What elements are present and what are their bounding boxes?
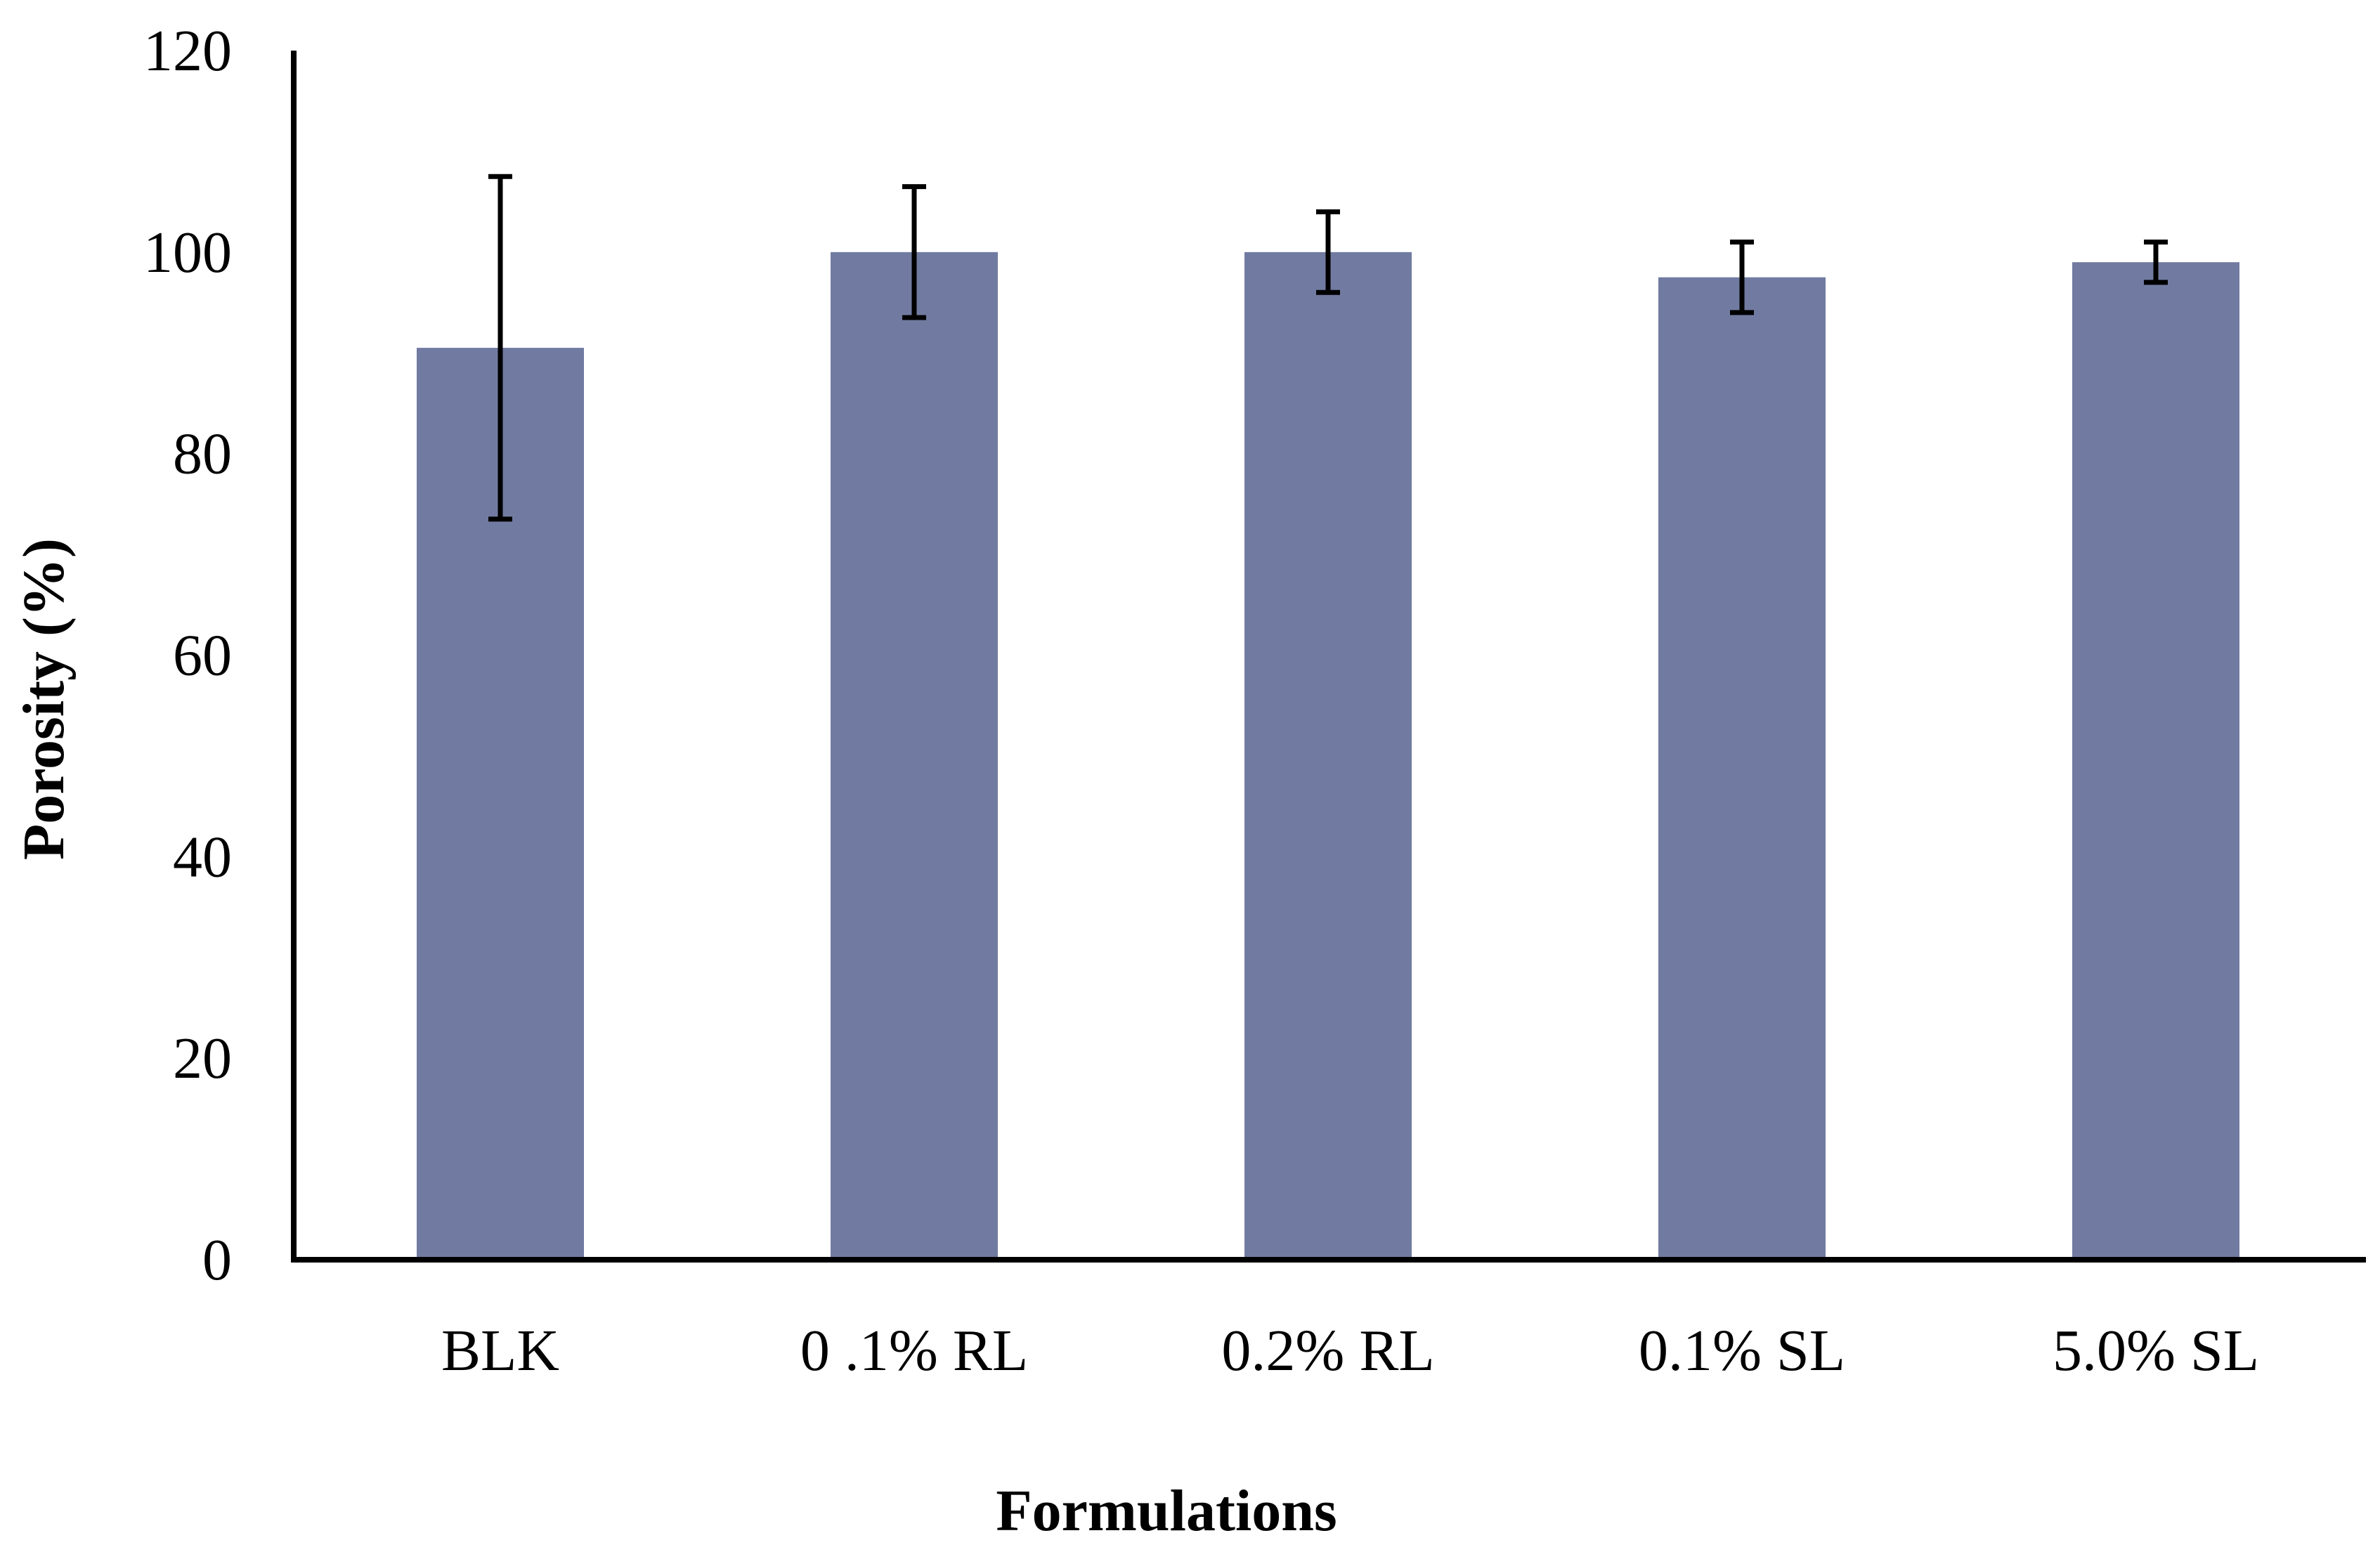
y-tick-label: 100 <box>143 220 232 285</box>
bar <box>831 252 998 1260</box>
y-tick-label: 20 <box>173 1026 232 1091</box>
y-tick-label: 40 <box>173 824 232 889</box>
category-label: 5.0% SL <box>2053 1318 2259 1383</box>
bar <box>1244 252 1412 1260</box>
error-bar <box>1316 209 1340 295</box>
error-bar <box>1730 239 1754 315</box>
labels-layer: BLK 0 .1% RL 0.2% RL 0.1% SL 5.0% SL 0 20 40 60 8… <box>143 18 2259 1383</box>
error-bar <box>902 184 926 320</box>
y-tick-label: 80 <box>173 422 232 487</box>
error-bar <box>2144 239 2168 285</box>
y-tick-label: 60 <box>173 623 232 689</box>
category-label: 0.1% SL <box>1639 1318 1845 1383</box>
y-axis-title: Porosity (%) <box>11 538 77 860</box>
x-axis-title: Formulations <box>996 1478 1337 1544</box>
category-label: 0 .1% RL <box>800 1318 1028 1383</box>
y-tick-label: 120 <box>143 18 232 84</box>
y-tick-label: 0 <box>202 1227 232 1293</box>
bar <box>1658 277 1826 1260</box>
error-bar <box>488 174 512 522</box>
axes-layer <box>291 51 2366 1263</box>
error-bars-layer <box>488 174 2168 522</box>
category-label: 0.2% RL <box>1221 1318 1434 1383</box>
bars-layer <box>417 252 2239 1260</box>
bar <box>2072 262 2239 1260</box>
category-label: BLK <box>441 1318 559 1383</box>
